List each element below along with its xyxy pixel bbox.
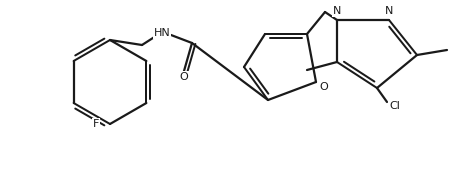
Text: F: F <box>93 119 99 129</box>
Text: O: O <box>319 82 328 92</box>
Text: N: N <box>332 6 340 16</box>
Text: HN: HN <box>153 28 170 38</box>
Text: O: O <box>179 72 188 82</box>
Text: N: N <box>384 6 392 16</box>
Text: Cl: Cl <box>389 101 400 111</box>
